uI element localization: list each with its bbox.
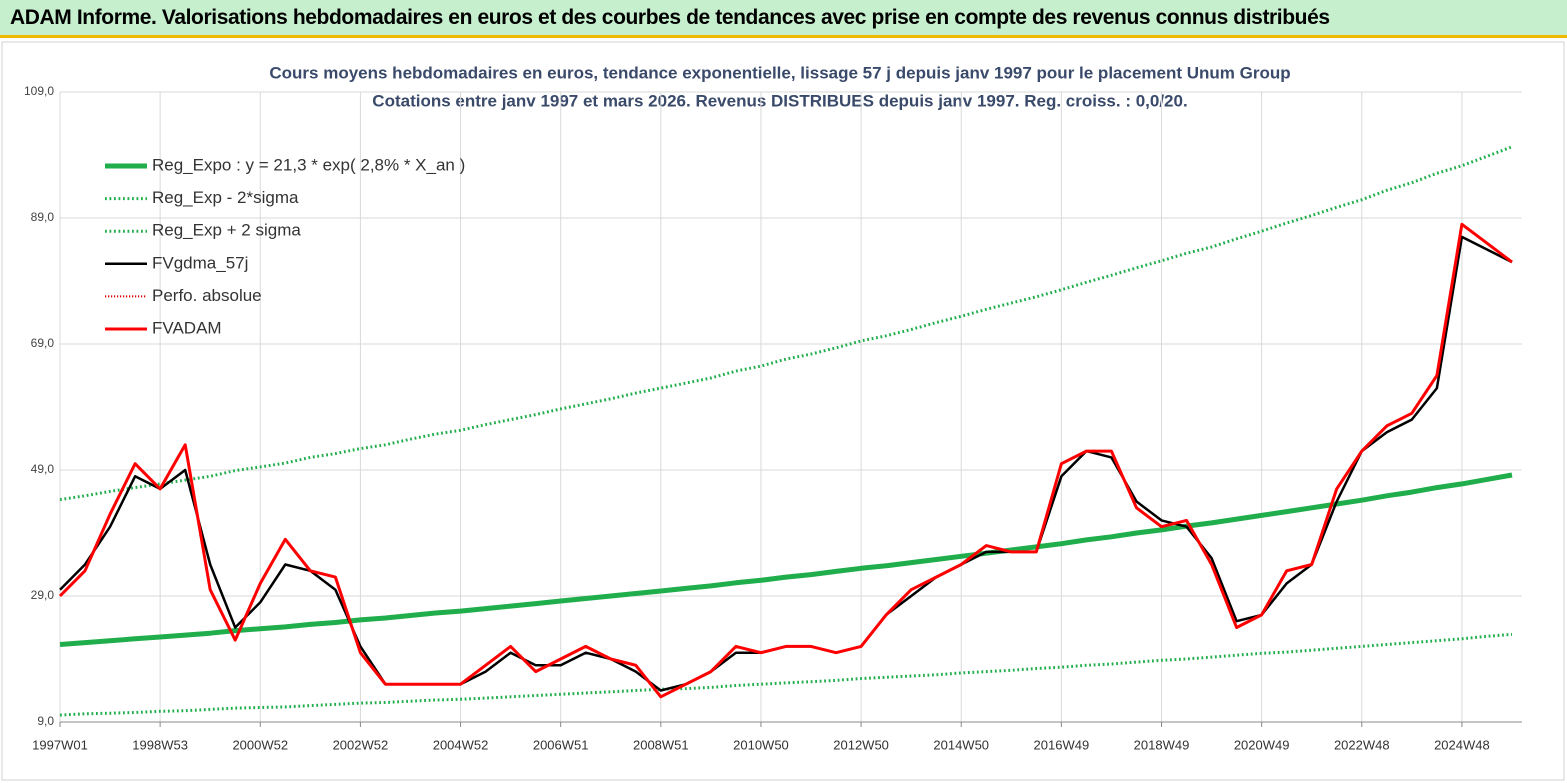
legend-label: Reg_Exp - 2*sigma — [152, 188, 299, 207]
page-title: ADAM Informe. Valorisations hebdomadaire… — [10, 6, 1330, 29]
y-tick-label: 109,0 — [24, 84, 54, 98]
banner: ADAM Informe. Valorisations hebdomadaire… — [0, 0, 1567, 38]
x-tick-label: 1998W53 — [132, 737, 188, 752]
x-tick-label: 2022W48 — [1334, 737, 1390, 752]
x-tick-label: 2000W52 — [232, 737, 288, 752]
y-tick-label: 49,0 — [31, 462, 55, 476]
series-line — [59, 472, 1513, 647]
x-tick-label: 2008W51 — [633, 737, 689, 752]
x-tick-label: 2018W49 — [1134, 737, 1190, 752]
legend-label: Perfo. absolue — [152, 286, 262, 305]
x-tick-label: 2002W52 — [333, 737, 389, 752]
legend-label: Reg_Exp + 2 sigma — [152, 221, 301, 240]
x-tick-label: 2010W50 — [733, 737, 789, 752]
chart-title: Cours moyens hebdomadaires en euros, ten… — [269, 63, 1290, 82]
legend-label: FVADAM — [152, 318, 222, 337]
x-tick-label: 2024W48 — [1434, 737, 1490, 752]
x-tick-label: 1997W01 — [32, 737, 88, 752]
chart-subtitle: Cotations entre janv 1997 et mars 2026. … — [372, 91, 1187, 110]
legend-label: FVgdma_57j — [152, 253, 248, 272]
y-tick-label: 29,0 — [31, 588, 55, 602]
x-tick-label: 2016W49 — [1034, 737, 1090, 752]
legend-label: Reg_Expo : y = 21,3 * exp( 2,8% * X_an ) — [152, 155, 465, 174]
x-tick-label: 2004W52 — [433, 737, 489, 752]
chart: Cours moyens hebdomadaires en euros, ten… — [1, 41, 1565, 781]
series-line — [59, 632, 1513, 717]
x-tick-label: 2014W50 — [933, 737, 989, 752]
y-tick-label: 9,0 — [37, 714, 54, 728]
series-line — [58, 222, 1513, 699]
x-tick-label: 2020W49 — [1234, 737, 1290, 752]
y-tick-label: 89,0 — [31, 210, 55, 224]
chart-frame — [1, 41, 1565, 781]
x-tick-label: 2012W50 — [833, 737, 889, 752]
y-tick-label: 69,0 — [31, 336, 55, 350]
x-tick-label: 2006W51 — [533, 737, 589, 752]
